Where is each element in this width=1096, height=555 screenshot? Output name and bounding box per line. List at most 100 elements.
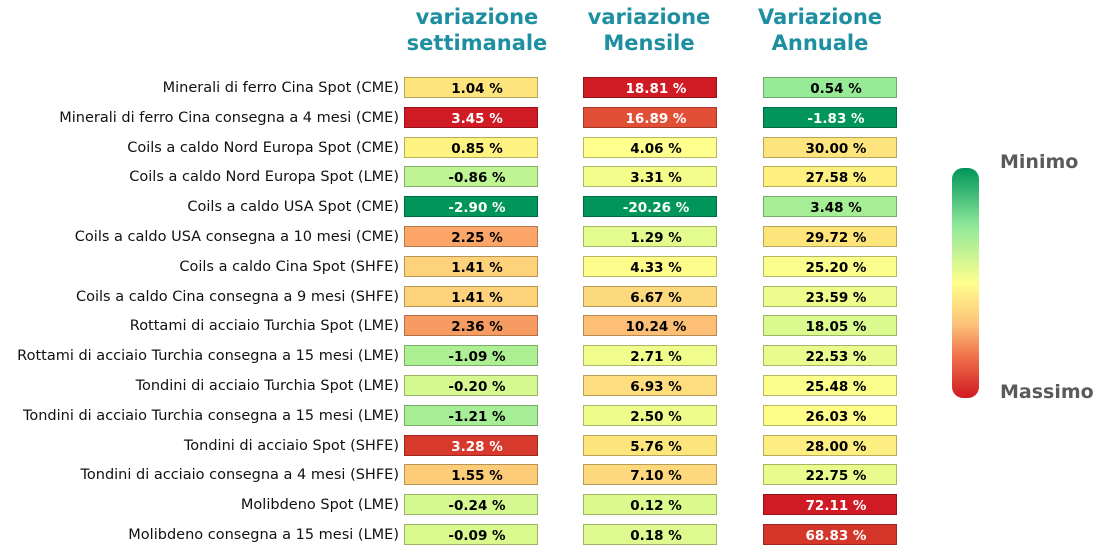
cell-value: -0.24 % <box>405 498 537 514</box>
cell-value-text: 5.76 % <box>630 438 682 455</box>
cell-value-text: 25.48 % <box>805 379 867 395</box>
cell-value: -2.90 % <box>405 200 537 216</box>
heatmap-cell: 10.24 % <box>583 315 717 337</box>
heatmap-cell: 0.12 % <box>583 494 717 516</box>
heatmap-cell: 22.53 % <box>763 345 897 367</box>
cell-value-text: 2.71 % <box>630 349 682 366</box>
row-label: Coils a caldo Cina consegna a 9 mesi (SH… <box>75 288 399 305</box>
cell-value: 0.12 % <box>584 498 716 514</box>
heatmap-cell: 2.36 % <box>404 315 538 337</box>
heatmap-cell: 2.71 % <box>583 345 717 367</box>
cell-value-text: 68.83 % <box>805 528 867 544</box>
column-header-line: Variazione <box>757 5 883 29</box>
cell-value-text: -0.24 % <box>448 498 506 515</box>
cell-value: 6.93 % <box>584 379 716 395</box>
row-label: Rottami di acciaio Turchia consegna a 15… <box>17 348 399 365</box>
cell-value-text: -2.90 % <box>448 200 506 217</box>
heatmap-cell: 5.76 % <box>583 434 717 456</box>
cell-value-text: 3.28 % <box>451 438 503 455</box>
cell-value-text: 30.00 % <box>805 140 867 157</box>
cell-value-text: 0.85 % <box>451 140 503 157</box>
cell-value-text: -1.83 % <box>807 110 865 127</box>
cell-value: 27.58 % <box>764 170 896 186</box>
cell-value-text: 3.31 % <box>630 170 682 187</box>
heatmap-cell: -1.83 % <box>763 106 897 128</box>
heatmap-cell: 3.28 % <box>404 434 538 456</box>
cell-value: 0.85 % <box>405 141 537 157</box>
heatmap-cell: 18.05 % <box>763 315 897 337</box>
cell-value: 23.59 % <box>764 290 896 306</box>
cell-value: 2.50 % <box>584 409 716 425</box>
cell-value-text: 0.12 % <box>630 498 682 515</box>
cell-value: 72.11 % <box>764 498 896 514</box>
cell-value: 26.03 % <box>764 409 896 425</box>
row-label: Rottami di acciaio Turchia Spot (LME) <box>129 318 399 335</box>
cell-value: 5.76 % <box>584 439 716 455</box>
column-header-line: Mensile <box>603 31 695 55</box>
cell-value-text: 10.24 % <box>625 319 687 336</box>
cell-value: 30.00 % <box>764 141 896 157</box>
heatmap-cell: 29.72 % <box>763 226 897 247</box>
heatmap-cell: 23.59 % <box>763 285 897 307</box>
column-header: variazione Mensile <box>559 4 739 56</box>
row-label: Coils a caldo USA consegna a 10 mesi (CM… <box>74 229 399 245</box>
heatmap-cell: 7.10 % <box>583 464 717 486</box>
cell-value-text: 2.50 % <box>630 408 682 425</box>
cell-value: -1.09 % <box>405 349 537 365</box>
heatmap-cell: 3.45 % <box>404 106 538 128</box>
heatmap-cell: -0.24 % <box>404 494 538 516</box>
row-label: Coils a caldo Nord Europa Spot (LME) <box>129 169 399 186</box>
cell-value: 4.06 % <box>584 141 716 157</box>
cell-value-text: 0.18 % <box>630 528 682 544</box>
column-header-line: variazione <box>587 5 711 29</box>
row-label: Tondini di acciaio Turchia Spot (LME) <box>135 378 399 394</box>
heatmap-cell: 2.25 % <box>404 226 538 247</box>
cell-value-text: 4.06 % <box>630 140 682 157</box>
cell-value-text: 26.03 % <box>805 408 867 425</box>
cell-value-text: 25.20 % <box>805 259 867 276</box>
heatmap-cell: -1.21 % <box>404 404 538 426</box>
cell-value-text: 3.45 % <box>451 110 503 127</box>
cell-value: -0.20 % <box>405 379 537 395</box>
heatmap-cell: 4.33 % <box>583 255 717 277</box>
heatmap-cell: 1.55 % <box>404 464 538 486</box>
cell-value: -1.21 % <box>405 409 537 425</box>
cell-value-text: 29.72 % <box>805 230 867 246</box>
row-label: Coils a caldo USA Spot (CME) <box>187 199 399 216</box>
heatmap-cell: 26.03 % <box>763 404 897 426</box>
legend-max-label: Massimo <box>1000 381 1094 403</box>
cell-value: 25.48 % <box>764 379 896 395</box>
cell-value: 22.75 % <box>764 468 896 484</box>
cell-value: 2.25 % <box>405 230 537 246</box>
cell-value-text: 1.04 % <box>451 81 503 97</box>
cell-value: 25.20 % <box>764 260 896 276</box>
cell-value-text: 28.00 % <box>805 438 867 455</box>
heatmap-cell: -0.09 % <box>404 524 538 545</box>
cell-value-text: -0.20 % <box>448 379 506 395</box>
cell-value: 4.33 % <box>584 260 716 276</box>
cell-value: 68.83 % <box>764 528 896 544</box>
cell-value: 2.36 % <box>405 319 537 335</box>
column-header-line: settimanale <box>406 31 548 55</box>
cell-value: 29.72 % <box>764 230 896 246</box>
heatmap-cell: -20.26 % <box>583 196 717 218</box>
cell-value: 18.05 % <box>764 319 896 335</box>
cell-value: 2.71 % <box>584 349 716 365</box>
heatmap-cell: 25.48 % <box>763 375 897 396</box>
column-header: Variazione Annuale <box>730 4 910 56</box>
cell-value-text: -0.86 % <box>448 170 506 187</box>
cell-value-text: 1.55 % <box>451 468 503 485</box>
cell-value-text: 16.89 % <box>625 110 687 127</box>
heatmap-cell: 1.29 % <box>583 226 717 247</box>
cell-value-text: -1.09 % <box>448 349 506 366</box>
cell-value: 3.28 % <box>405 439 537 455</box>
heatmap-cell: 28.00 % <box>763 434 897 456</box>
heatmap-cell: 1.41 % <box>404 285 538 307</box>
row-label: Tondini di acciaio consegna a 4 mesi (SH… <box>80 467 400 484</box>
heatmap-cell: 30.00 % <box>763 136 897 158</box>
column-header-line: Annuale <box>771 31 869 55</box>
cell-value-text: 1.41 % <box>451 289 503 306</box>
cell-value: 0.54 % <box>764 81 896 97</box>
cell-value: 22.53 % <box>764 349 896 365</box>
row-label: Minerali di ferro Cina consegna a 4 mesi… <box>59 109 399 126</box>
